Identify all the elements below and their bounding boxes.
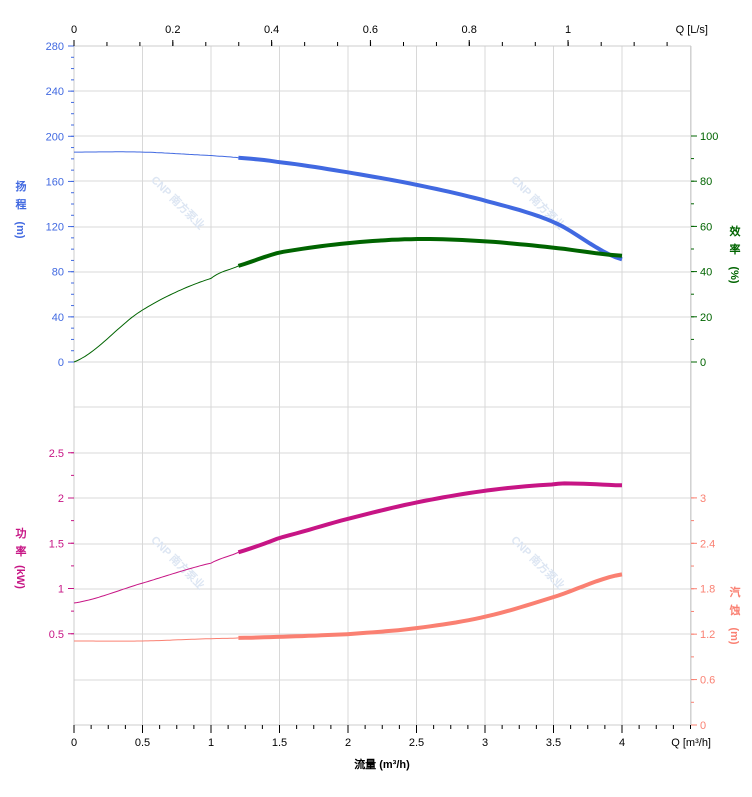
efficiency-axis-tick-label: 80 [700, 176, 712, 188]
power-axis-title: 率 [16, 544, 27, 558]
x-tick-label: 0.5 [135, 737, 150, 749]
x-tick-label: 2.5 [409, 737, 424, 749]
power-axis-tick-label: 2 [58, 493, 64, 505]
watermark: CNP 南方泵业 [508, 533, 567, 592]
head-curve-thin [74, 151, 239, 159]
power-axis-tick-label: 1.5 [49, 538, 64, 550]
efficiency-axis-tick-label: 20 [700, 312, 712, 324]
efficiency-axis-tick-label: 100 [700, 131, 718, 143]
x2-tick-label: 0.4 [264, 24, 279, 36]
head-axis-tick-label: 240 [46, 86, 64, 98]
npsh-axis-tick-label: 3 [700, 493, 706, 505]
head-axis-tick-label: 200 [46, 131, 64, 143]
head-axis-tick-label: 80 [52, 267, 64, 279]
power-axis-title: (kW) [14, 565, 26, 589]
efficiency-curve-thin [73, 265, 239, 363]
head-axis-title: 程 [16, 197, 27, 211]
efficiency-axis-tick-label: 0 [700, 357, 706, 369]
head-axis-title: (m) [14, 221, 26, 238]
head-curve-operating [238, 155, 623, 262]
efficiency-curve-operating [237, 237, 623, 268]
power-axis-tick-label: 0.5 [49, 629, 64, 641]
power-axis-tick-label: 2.5 [49, 448, 64, 460]
npsh-axis-tick-label: 1.8 [700, 584, 715, 596]
head-axis-tick-label: 40 [52, 312, 64, 324]
npsh-axis-tick-label: 0 [700, 720, 706, 732]
head-axis-tick-label: 280 [46, 41, 64, 53]
efficiency-axis-tick-label: 40 [700, 267, 712, 279]
efficiency-axis-title: 率 [730, 242, 741, 256]
power-curve-operating [237, 481, 623, 555]
efficiency-axis-title: 效 [730, 224, 742, 238]
watermark: CNP 南方泵业 [148, 173, 207, 232]
x2-tick-label: 0.8 [462, 24, 477, 36]
npsh-axis-tick-label: 0.6 [700, 675, 715, 687]
watermark: CNP 南方泵业 [148, 533, 207, 592]
x-tick-label: 1 [208, 737, 214, 749]
x-axis-title: 流量 (m³/h) [354, 757, 410, 771]
x2-tick-label: 1 [565, 24, 571, 36]
x-tick-label: 0 [71, 737, 77, 749]
npsh-axis-title: 汽 [730, 585, 741, 599]
efficiency-axis-title: (%) [728, 266, 740, 283]
head-axis-tick-label: 0 [58, 357, 64, 369]
power-axis-tick-label: 1 [58, 584, 64, 596]
head-axis-tick-label: 160 [46, 176, 64, 188]
x-tick-label: 3.5 [546, 737, 561, 749]
x2-tick-label: 0 [71, 24, 77, 36]
x-axis-unit-label: Q [m³/h] [671, 737, 711, 749]
npsh-curve-operating [238, 572, 623, 640]
power-axis-title: 功 [16, 526, 27, 540]
x-tick-label: 2 [345, 737, 351, 749]
x2-axis-label: Q [L/s] [676, 24, 708, 36]
npsh-curve-thin [74, 637, 239, 642]
power-curve-thin [73, 551, 239, 604]
npsh-axis-tick-label: 2.4 [700, 538, 715, 550]
head-axis-tick-label: 120 [46, 222, 64, 234]
npsh-axis-title: (m) [728, 627, 740, 644]
npsh-axis-title: 蚀 [729, 603, 741, 617]
efficiency-axis-tick-label: 60 [700, 221, 712, 233]
npsh-axis-tick-label: 1.2 [700, 629, 715, 641]
x-tick-label: 4 [619, 737, 625, 749]
x2-tick-label: 0.6 [363, 24, 378, 36]
x-tick-label: 1.5 [272, 737, 287, 749]
head-axis-title: 扬 [16, 179, 27, 193]
x-tick-label: 3 [482, 737, 488, 749]
x2-tick-label: 0.2 [165, 24, 180, 36]
